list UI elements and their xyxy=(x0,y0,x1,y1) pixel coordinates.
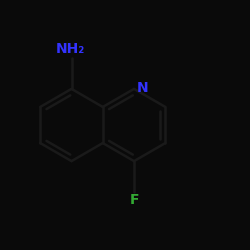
Text: NH₂: NH₂ xyxy=(56,42,85,56)
Text: F: F xyxy=(129,193,139,207)
Text: N: N xyxy=(137,81,148,95)
